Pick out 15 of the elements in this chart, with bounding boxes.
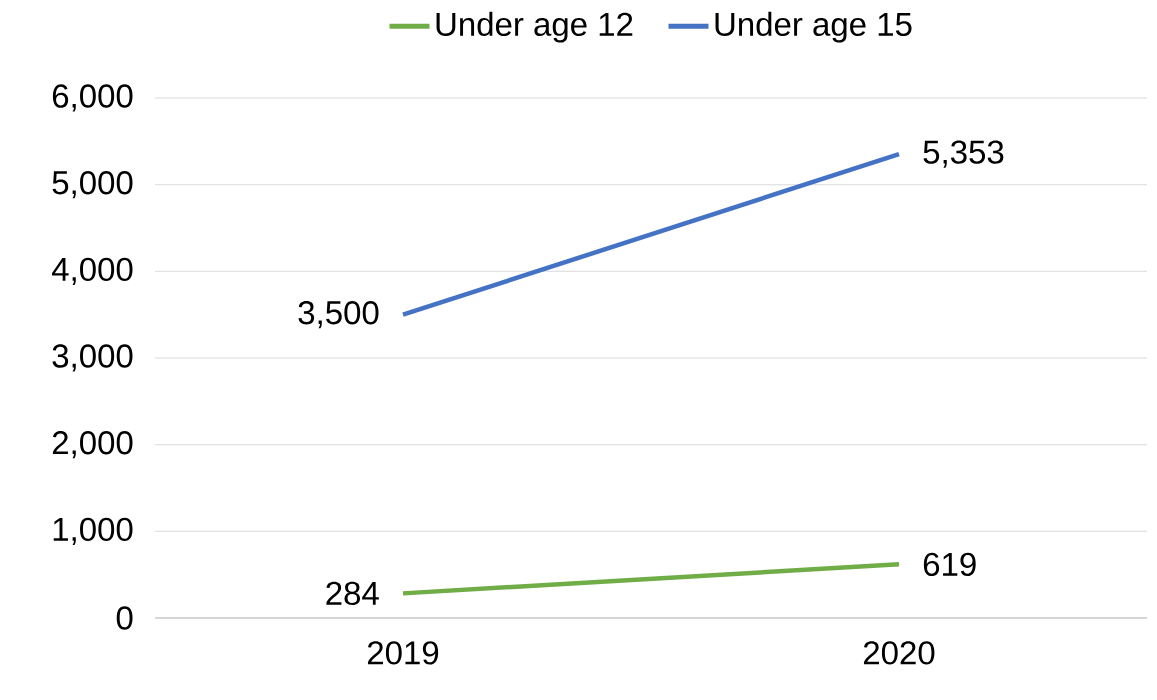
y-tick-label: 5,000: [52, 171, 133, 199]
y-tick-label: 4,000: [51, 257, 133, 285]
y-tick-label: 3,000: [52, 344, 133, 372]
x-tick-label: 2019: [367, 641, 439, 665]
y-tick-label: 1,000: [53, 517, 133, 545]
data-label: 284: [326, 581, 379, 606]
y-tick-label: 6,000: [52, 84, 133, 112]
y-tick-label: 0: [116, 606, 133, 630]
data-label: 5,353: [923, 140, 1004, 168]
legend-label: Under age 15: [715, 11, 912, 43]
x-tick-label: 2020: [863, 641, 935, 665]
y-tick-label: 2,000: [52, 431, 133, 459]
legend-label: Under age 12: [436, 11, 633, 43]
data-label: 3,500: [298, 301, 379, 329]
data-label: 619: [923, 552, 976, 577]
